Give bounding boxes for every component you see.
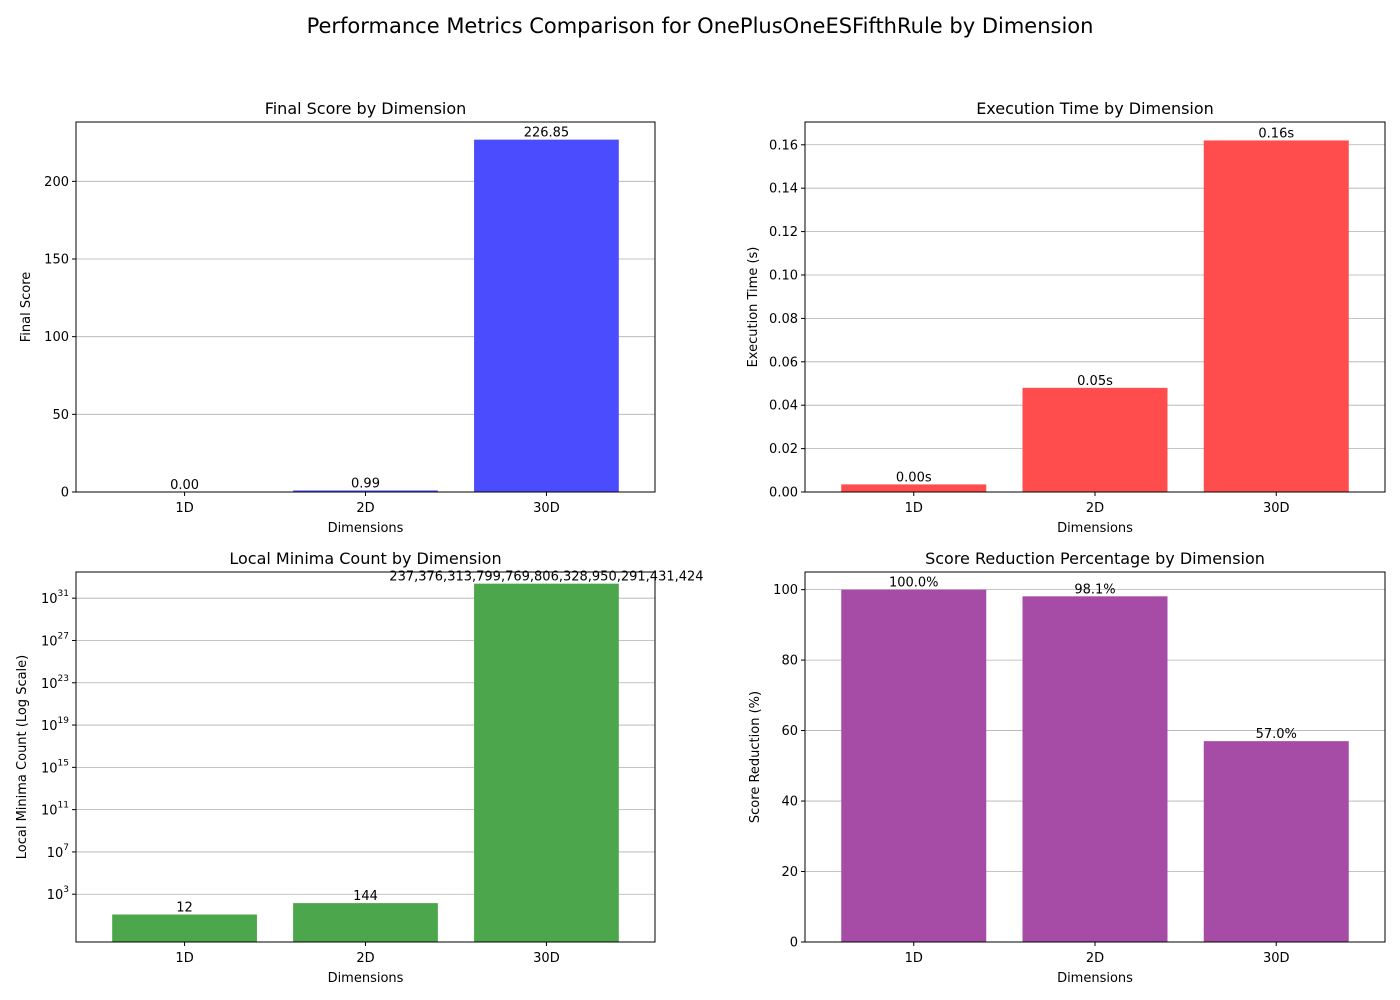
chart-title: Local Minima Count by Dimension xyxy=(229,549,501,568)
chart-panel-3: 12 144 237,376,313,799,769,806,328,950,291… xyxy=(15,549,704,986)
ytick-label: 0.00 xyxy=(769,486,798,501)
xtick-label: 1D xyxy=(905,951,923,966)
chart-panel-4: 100.0% 98.1% 57.0% 0 20 40 60 80 100 1D 2D 30D Score… xyxy=(748,549,1386,986)
ytick-label: 150 xyxy=(44,253,69,268)
y-axis-label: Execution Time (s) xyxy=(746,247,761,368)
ytick-label: 60 xyxy=(781,724,798,739)
bar-value-label: 0.05s xyxy=(1077,374,1113,389)
bar-1D xyxy=(841,484,987,492)
y-axis-label: Final Score xyxy=(19,272,34,343)
bar-2D xyxy=(293,903,438,942)
bar-30D xyxy=(474,139,619,493)
ytick-label: 1023 xyxy=(41,674,69,692)
bar-value-label: 100.0% xyxy=(889,576,939,591)
xtick-label: 1D xyxy=(175,501,193,516)
ytick-label: 200 xyxy=(44,175,69,190)
ytick-label: 103 xyxy=(47,885,69,903)
chart-title: Score Reduction Percentage by Dimension xyxy=(925,549,1265,568)
xtick-label: 1D xyxy=(175,951,193,966)
bar-value-label: 57.0% xyxy=(1256,727,1297,742)
y-axis-label: Local Minima Count (Log Scale) xyxy=(15,655,30,859)
ytick-label: 50 xyxy=(52,408,69,423)
bar-1D xyxy=(112,914,257,942)
bar-1D xyxy=(841,589,987,942)
bar-30D xyxy=(474,583,619,942)
ytick-label: 20 xyxy=(781,865,798,880)
bar-value-label: 226.85 xyxy=(524,126,570,141)
bar-value-label: 0.00 xyxy=(170,478,199,493)
bar-value-label: 237,376,313,799,769,806,328,950,291,431,… xyxy=(389,570,703,585)
ytick-label: 0 xyxy=(61,486,69,501)
ytick-label: 1031 xyxy=(41,589,69,607)
bar-2D xyxy=(293,490,438,492)
ytick-label: 0.04 xyxy=(769,399,798,414)
x-axis-label: Dimensions xyxy=(328,971,404,986)
bar-value-label: 144 xyxy=(353,889,378,904)
bar-2D xyxy=(1022,387,1168,492)
xtick-label: 2D xyxy=(356,951,374,966)
chart-title: Final Score by Dimension xyxy=(265,99,467,118)
ytick-label: 107 xyxy=(47,843,69,861)
xtick-label: 2D xyxy=(356,501,374,516)
ytick-label: 0.02 xyxy=(769,442,798,457)
ytick-label: 1015 xyxy=(41,758,69,776)
xtick-label: 1D xyxy=(905,501,923,516)
figure-title: Performance Metrics Comparison for OnePl… xyxy=(306,14,1094,38)
ytick-label: 1027 xyxy=(41,631,69,649)
y-axis-label: Score Reduction (%) xyxy=(748,691,763,823)
bar-30D xyxy=(1203,741,1349,942)
ytick-label: 80 xyxy=(781,654,798,669)
xtick-label: 30D xyxy=(1263,951,1290,966)
bar-value-label: 0.99 xyxy=(351,476,380,491)
bar-2D xyxy=(1022,596,1168,942)
bar-value-label: 0.16s xyxy=(1258,126,1294,141)
bar-30D xyxy=(1203,140,1349,493)
xtick-label: 30D xyxy=(533,501,560,516)
chart-panel-2: 0.00s 0.05s 0.16s 0.00 0.02 0.04 0.06 0.08 0.10 0… xyxy=(746,99,1386,536)
ytick-label: 1019 xyxy=(41,716,69,734)
ytick-label: 0.14 xyxy=(769,182,798,197)
bar-value-label: 98.1% xyxy=(1074,582,1115,597)
ytick-label: 100 xyxy=(44,330,69,345)
ytick-label: 0 xyxy=(790,936,798,951)
xtick-label: 30D xyxy=(1263,501,1290,516)
ytick-label: 0.08 xyxy=(769,312,798,327)
bar-value-label: 12 xyxy=(176,901,193,916)
bar-value-label: 0.00s xyxy=(896,470,932,485)
xtick-label: 2D xyxy=(1086,501,1104,516)
chart-title: Execution Time by Dimension xyxy=(976,99,1214,118)
ytick-label: 0.12 xyxy=(769,225,798,240)
ytick-label: 40 xyxy=(781,795,798,810)
xtick-label: 30D xyxy=(533,951,560,966)
x-axis-label: Dimensions xyxy=(1057,971,1133,986)
xtick-label: 2D xyxy=(1086,951,1104,966)
x-axis-label: Dimensions xyxy=(1057,521,1133,536)
chart-panel-1: 0.00 0.99 226.85 0 50 100 150 200 1D 2D 30D Final S… xyxy=(19,99,656,536)
ytick-label: 100 xyxy=(773,583,798,598)
ytick-label: 0.06 xyxy=(769,355,798,370)
ytick-label: 1011 xyxy=(41,801,69,819)
ytick-label: 0.10 xyxy=(769,268,798,283)
x-axis-label: Dimensions xyxy=(328,521,404,536)
ytick-label: 0.16 xyxy=(769,138,798,153)
